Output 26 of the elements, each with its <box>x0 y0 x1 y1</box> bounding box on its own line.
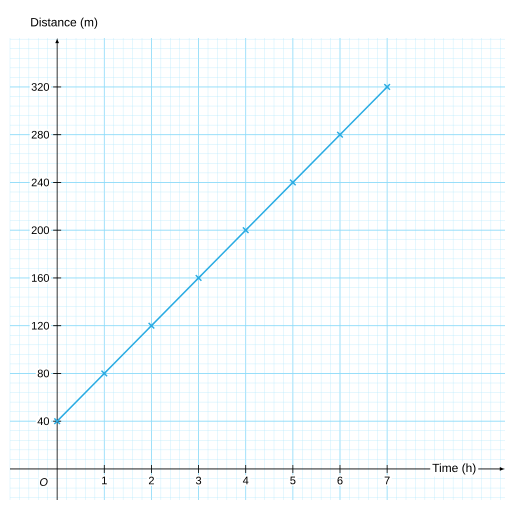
y-tick-label: 160 <box>32 274 50 282</box>
point <box>242 226 250 234</box>
point <box>336 131 344 138</box>
y-tick-label: 320 <box>32 83 50 91</box>
annotation: O <box>40 478 48 486</box>
point <box>289 178 296 186</box>
y-tick-label: 80 <box>38 370 50 378</box>
y-tick-label: 200 <box>32 226 50 234</box>
point <box>195 274 202 282</box>
x-tick-label: 6 <box>338 476 343 484</box>
point <box>384 83 391 91</box>
x-tick-label: 5 <box>290 476 296 484</box>
y-tick-label: 40 <box>38 417 50 426</box>
point <box>100 370 108 378</box>
point <box>148 322 155 330</box>
y-axis-title: Distance (m) <box>31 18 98 29</box>
y-tick-label: 280 <box>32 130 50 139</box>
y-tick-label: 240 <box>32 178 50 186</box>
y-tick-label: 120 <box>32 322 50 330</box>
point <box>54 418 61 425</box>
x-tick-label: 2 <box>148 476 154 484</box>
x-tick-label: 1 <box>102 476 107 484</box>
x-axis-title: Time (h) <box>432 463 476 475</box>
x-tick-label: 7 <box>384 476 390 484</box>
x-tick-label: 3 <box>196 476 202 484</box>
x-tick-label: 4 <box>242 476 248 484</box>
